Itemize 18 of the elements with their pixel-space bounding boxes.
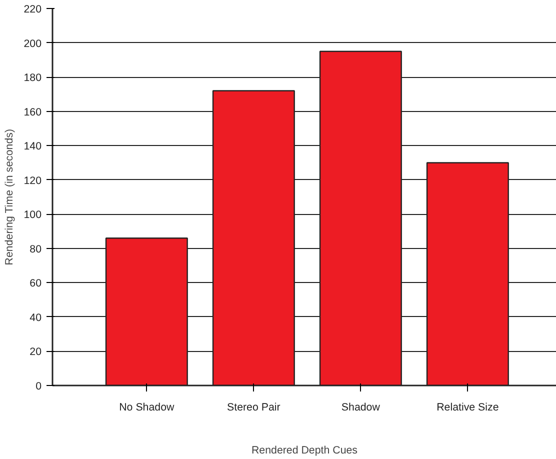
y-tick-label: 20 — [30, 346, 42, 358]
y-tick-label: 180 — [24, 72, 42, 84]
y-tick-label: 140 — [24, 140, 42, 153]
x-axis-title: Rendered Depth Cues — [251, 444, 358, 456]
y-tick-label: 160 — [24, 106, 42, 118]
x-tick-label: No Shadow — [119, 402, 175, 414]
x-tick-label: Stereo Pair — [227, 402, 281, 414]
x-tick-label: Relative Size — [436, 402, 499, 414]
y-tick-label: 200 — [24, 38, 42, 50]
y-tick-label: 220 — [24, 4, 42, 16]
y-tick-label: 40 — [30, 312, 42, 324]
y-tick-label: 0 — [36, 380, 42, 392]
y-tick-label: 100 — [24, 209, 42, 222]
y-tick-label: 80 — [30, 243, 42, 256]
y-axis-title: Rendering Time (in seconds) — [4, 128, 16, 266]
y-tick-label: 60 — [30, 278, 42, 290]
y-tick-label: 120 — [24, 174, 42, 187]
x-tick-label: Shadow — [341, 402, 380, 414]
